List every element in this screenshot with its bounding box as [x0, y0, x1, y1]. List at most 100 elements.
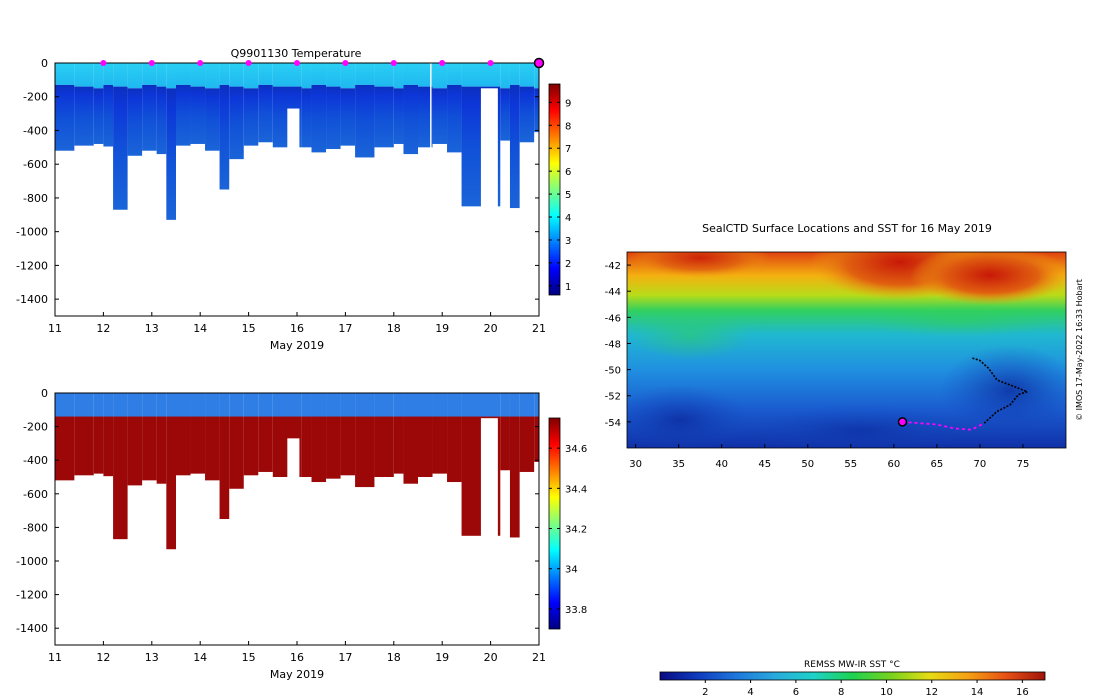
sal-ytick-label: -600 [23, 488, 48, 501]
salinity-deep-cell [393, 416, 404, 474]
older-track-line [971, 357, 1030, 424]
temperature-surface-cell [113, 63, 128, 87]
imos-credit: © IMOS 17-May-2022 16:33 Hobart [1075, 279, 1084, 421]
profile-marker [294, 60, 300, 66]
profile-marker [342, 60, 349, 66]
sst-colorbar [659, 671, 1046, 681]
salinity-surface-cell [166, 393, 176, 417]
temp-xtick-label: 21 [532, 322, 546, 335]
temperature-surface-cell [229, 63, 244, 87]
temperature-deep-cell [55, 84, 75, 151]
temp-xtick-label: 17 [338, 322, 352, 335]
salinity-surface-cell [55, 393, 75, 417]
temperature-colorbar-ticks: 1 2 3 4 5 6 7 8 9 [549, 98, 571, 293]
sst-colorbar-label: REMSS MW-IR SST °C [804, 660, 900, 670]
salinity-surface-cell [355, 393, 375, 417]
map-lon-label: 35 [672, 459, 685, 470]
temperature-xlabel: May 2019 [270, 339, 324, 352]
salinity-deep-cell [418, 416, 433, 477]
temperature-data-gap [480, 88, 498, 316]
sal-ytick-label: -400 [23, 454, 48, 467]
salinity-colorbar-tick-label: 33.8 [565, 605, 587, 616]
map-lon-label: 75 [1017, 459, 1030, 470]
profile-markers [100, 60, 494, 66]
sal-xtick-label: 15 [242, 651, 256, 664]
temperature-surface-cell [432, 63, 448, 89]
map-lon-label: 45 [758, 459, 771, 470]
salinity-y-axis: 0 -200 -400 -600 -800 -1000 -1200 -1400 [16, 387, 539, 635]
salinity-data-gap [287, 438, 300, 645]
temperature-deep-cell [166, 88, 176, 220]
salinity-surface-cell [156, 393, 167, 417]
temperature-deep-cell [103, 84, 114, 147]
salinity-deep-cell [205, 416, 220, 481]
salinity-deep-cell [103, 416, 114, 477]
salinity-deep-cell [229, 416, 244, 489]
temperature-title: Q9901130 Temperature [231, 47, 362, 60]
salinity-deep-cell [447, 416, 462, 483]
sal-xtick-label: 12 [96, 651, 110, 664]
salinity-colorbar-tick-label: 34.2 [565, 525, 587, 536]
temp-xtick-label: 19 [435, 322, 449, 335]
temperature-deep-cell [258, 84, 273, 143]
temperature-deep-cell [301, 88, 312, 148]
temperature-surface-cell [461, 63, 501, 87]
temperature-deep-cell [393, 88, 404, 144]
salinity-surface-cell [243, 393, 259, 417]
salinity-deep-cell [55, 416, 75, 481]
salinity-x-axis: 11 12 13 14 15 16 17 18 19 20 21 [48, 641, 546, 664]
sal-xtick-label: 18 [387, 651, 401, 664]
salinity-surface-cell [301, 393, 312, 417]
temperature-surface-cell [243, 63, 259, 89]
salinity-colorbar-tick-label: 34.6 [565, 444, 587, 455]
profile-marker [487, 60, 494, 66]
sal-ytick-label: -1200 [16, 589, 48, 602]
temp-ytick-label: -800 [23, 192, 48, 205]
temperature-deep-cell [156, 86, 167, 155]
salinity-xlabel: May 2019 [270, 668, 324, 681]
sal-xtick-label: 13 [145, 651, 159, 664]
temp-xtick-label: 11 [48, 322, 62, 335]
salinity-deep-cell [340, 416, 356, 476]
temperature-surface-cell [374, 63, 394, 87]
temperature-surface-cell [311, 63, 327, 85]
salinity-deep-cell [219, 416, 230, 519]
sal-ytick-label: -1400 [16, 622, 48, 635]
profile-marker [100, 60, 107, 66]
salinity-surface-cell [447, 393, 462, 417]
temperature-deep-cell [374, 86, 394, 148]
temperature-deep-cell [219, 84, 230, 190]
salinity-colorbar-tick-label: 34 [565, 565, 578, 576]
temperature-deep-cell [509, 84, 520, 209]
temperature-profiles [55, 63, 539, 316]
sst-map-panel: SealCTD Surface Locations and SST for 16… [605, 222, 1084, 698]
temperature-surface-cell [103, 63, 114, 85]
salinity-surface-cell [403, 393, 418, 417]
salinity-surface-cell [500, 393, 510, 417]
sst-colorbar-tick-label: 10 [880, 687, 893, 698]
temperature-surface-cell [190, 63, 206, 87]
salinity-deep-cell [509, 416, 520, 538]
temp-ytick-label: -200 [23, 91, 48, 104]
salinity-deep-cell [190, 416, 206, 474]
temperature-deep-cell [519, 86, 535, 143]
temperature-deep-cell [93, 88, 104, 144]
salinity-deep-cell [403, 416, 418, 484]
temperature-data-gap [430, 63, 432, 316]
temperature-deep-cell [142, 84, 157, 151]
temp-xtick-label: 18 [387, 322, 401, 335]
salinity-surface-cell [258, 393, 273, 417]
map-axes-box [626, 251, 1067, 449]
salinity-deep-cell [311, 416, 327, 483]
sst-colorbar-ticks: 2 4 6 8 10 12 14 16 [702, 680, 1029, 698]
sst-colorbar-tick-label: 2 [702, 687, 708, 698]
temp-xtick-label: 12 [96, 322, 110, 335]
map-lon-label: 50 [801, 459, 814, 470]
temp-ytick-label: -1200 [16, 259, 48, 272]
salinity-surface-cell [534, 393, 539, 417]
temperature-deep-cell [205, 88, 220, 151]
salinity-surface-cell [340, 393, 356, 417]
salinity-deep-cell [258, 416, 273, 472]
sal-xtick-label: 20 [484, 651, 498, 664]
temp-xtick-label: 15 [242, 322, 256, 335]
